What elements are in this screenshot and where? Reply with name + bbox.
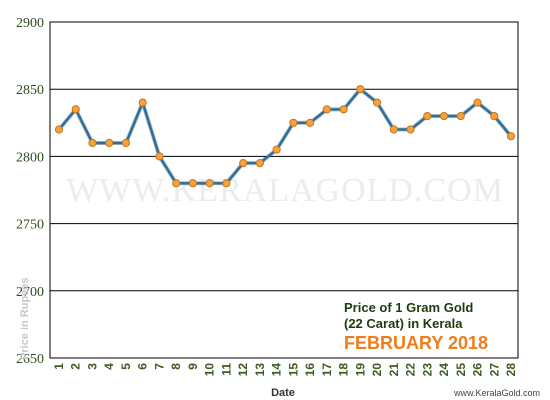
- data-point: [54, 125, 64, 134]
- data-point: [490, 111, 499, 121]
- data-point: [239, 159, 248, 168]
- data-point: [423, 111, 432, 121]
- x-tick-label: 12: [236, 363, 250, 377]
- x-tick-label: 28: [504, 363, 518, 377]
- x-tick-label: 14: [270, 363, 284, 377]
- data-point: [389, 125, 398, 134]
- data-point: [306, 118, 315, 127]
- data-point: [222, 179, 231, 188]
- series-line: [58, 87, 512, 185]
- chart-title-line2: (22 Carat) in Kerala: [344, 316, 463, 331]
- x-tick-label: 13: [253, 363, 267, 377]
- x-tick-label: 21: [387, 363, 401, 377]
- y-tick-label: 2700: [16, 285, 44, 300]
- data-point: [439, 111, 449, 121]
- data-point: [88, 138, 97, 148]
- y-tick-label: 2900: [16, 16, 44, 31]
- x-tick-label: 25: [454, 363, 468, 377]
- y-axis-label: Price in Rupees: [19, 277, 31, 360]
- x-tick-label: 17: [320, 363, 334, 377]
- data-point: [406, 125, 415, 134]
- data-point: [255, 159, 264, 168]
- y-tick-label: 2850: [16, 83, 44, 98]
- x-tick-label: 5: [119, 363, 133, 370]
- x-tick-label: 26: [471, 363, 485, 377]
- x-tick-label: 4: [102, 363, 116, 370]
- x-tick-label: 10: [203, 363, 217, 377]
- data-point: [138, 98, 147, 107]
- data-point: [372, 98, 382, 107]
- data-point: [356, 85, 365, 94]
- data-point: [71, 105, 80, 114]
- x-tick-label: 11: [219, 363, 233, 376]
- data-point: [272, 145, 281, 154]
- data-point: [188, 179, 198, 188]
- x-tick-label: 6: [136, 363, 150, 370]
- x-tick-label: 2: [69, 363, 83, 370]
- data-point: [289, 118, 298, 127]
- data-point: [205, 179, 214, 188]
- x-tick-label: 23: [420, 363, 434, 377]
- x-tick-label: 1: [52, 363, 66, 370]
- x-tick-label: 15: [286, 363, 300, 377]
- grid: [50, 88, 518, 292]
- y-axis-ticks: 2650 2700 2750 2800 2850 2900: [16, 16, 44, 367]
- x-tick-label: 22: [404, 363, 418, 377]
- watermark: WWW.KERALAGOLD.COM: [66, 172, 504, 209]
- data-point: [121, 138, 131, 148]
- x-axis-label: Date: [271, 387, 295, 399]
- data-point: [172, 179, 181, 188]
- chart-title: Price of 1 Gram Gold: [344, 300, 473, 315]
- x-tick-label: 20: [370, 363, 384, 377]
- data-point: [473, 98, 482, 107]
- x-axis-ticks: 1 2 3 4 5 6 7 8 9 10 11 12 13 14 15 16 17 18 19 20 21 22 23 24 2…: [52, 363, 518, 377]
- series: [54, 85, 516, 188]
- plot-frame: [49, 21, 519, 359]
- data-point: [506, 132, 516, 141]
- x-tick-label: 3: [85, 363, 99, 370]
- data-point: [155, 152, 164, 161]
- data-point: [339, 105, 348, 114]
- y-tick-label: 2750: [16, 218, 44, 233]
- x-tick-label: 19: [353, 363, 367, 377]
- x-tick-label: 8: [169, 363, 183, 370]
- data-point: [322, 105, 331, 114]
- x-tick-label: 16: [303, 363, 317, 377]
- y-tick-label: 2650: [16, 352, 44, 367]
- site-credit: www.KeralaGold.com: [453, 388, 540, 398]
- data-point: [105, 138, 114, 148]
- x-tick-label: 7: [152, 363, 166, 370]
- x-tick-label: 27: [487, 363, 501, 377]
- y-tick-label: 2800: [16, 150, 44, 165]
- x-tick-label: 18: [337, 363, 351, 377]
- data-point: [456, 111, 465, 121]
- chart-subtitle: FEBRUARY 2018: [344, 333, 488, 353]
- x-tick-label: 24: [437, 363, 451, 377]
- x-tick-label: 9: [186, 363, 200, 370]
